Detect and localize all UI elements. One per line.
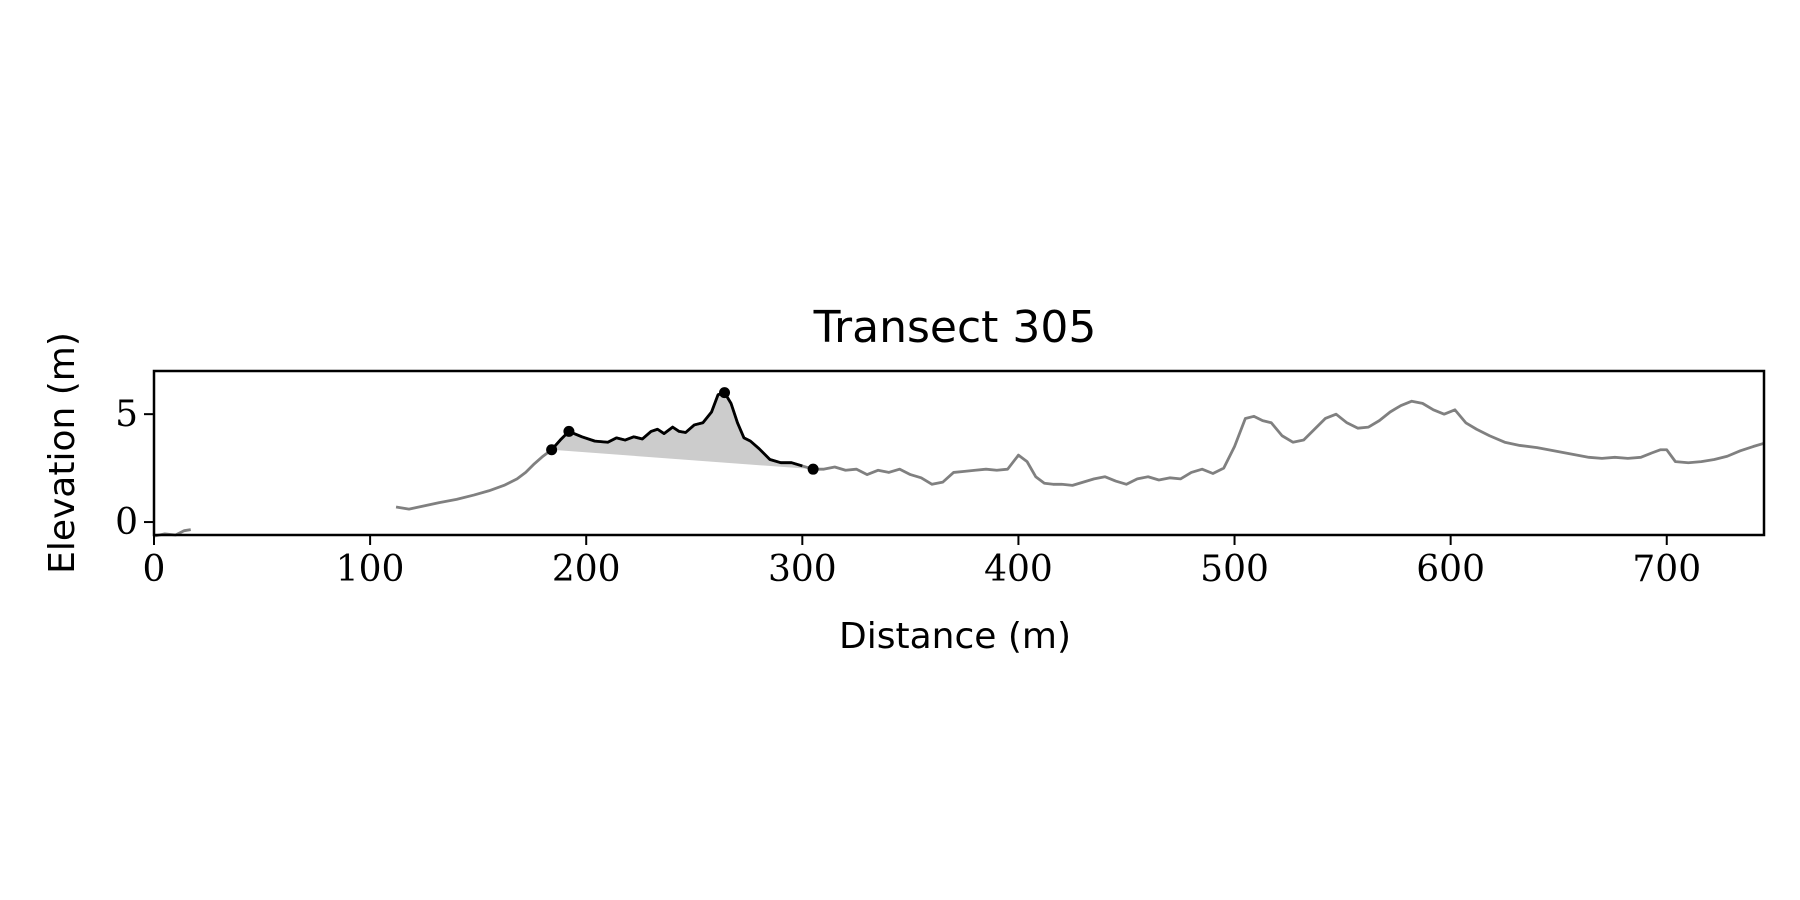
dune-marker-point [563,425,575,437]
axis-ticks: 0 100 200 300 400 500 600 700 0 5 [115,394,1701,590]
x-tick-label: 400 [984,549,1053,590]
x-tick-label: 100 [336,549,405,590]
dune-marker-point [546,444,558,456]
dune-volume-area [551,392,814,470]
x-tick-label: 500 [1200,549,1269,590]
dune-marker-point [719,387,731,399]
plot-area [153,387,1765,538]
x-tick-label: 200 [552,549,621,590]
dune-line [550,391,803,468]
x-tick-label: 300 [768,549,837,590]
plot-frame [152,369,1766,537]
dune-marker-point [807,463,819,475]
x-tick-label: 0 [143,549,166,590]
y-tick-label: 5 [115,394,138,435]
y-axis-label: Elevation (m) [42,332,83,574]
x-tick-label: 700 [1632,549,1701,590]
y-tick-label: 0 [115,502,138,543]
chart-title: Transect 305 [813,302,1097,353]
x-axis-label: Distance (m) [839,616,1071,657]
x-tick-label: 600 [1416,549,1485,590]
